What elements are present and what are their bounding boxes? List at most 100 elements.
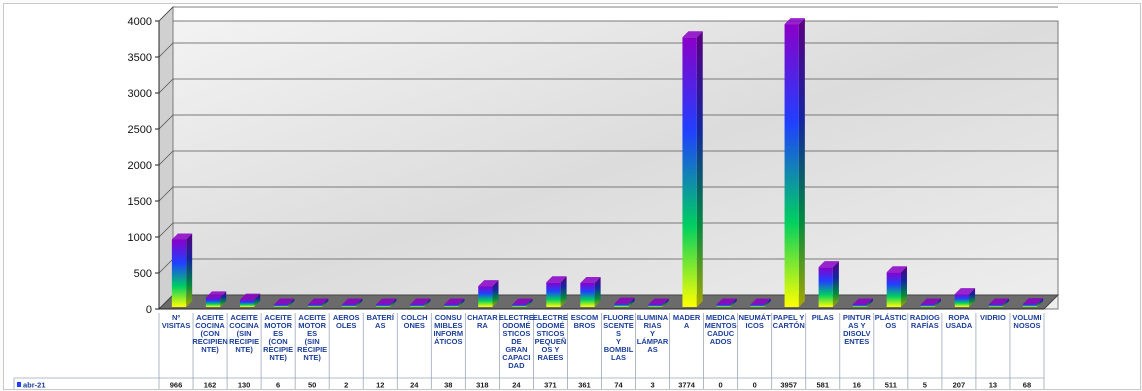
bar-side (935, 298, 942, 307)
bar-top (273, 298, 295, 305)
bar-front (171, 239, 187, 307)
bar (478, 280, 499, 307)
bar-front (410, 304, 425, 307)
bar-front (376, 304, 391, 307)
bar (648, 298, 669, 307)
bar (716, 298, 737, 307)
gridlines (158, 6, 1058, 274)
bar-front (512, 304, 527, 307)
y-tick-label: 1000 (128, 232, 152, 244)
gridline (158, 150, 1058, 166)
value-label: 24 (410, 381, 419, 390)
bar (1022, 298, 1044, 307)
bar-side (1037, 298, 1044, 307)
bar-side (254, 293, 261, 307)
bar (512, 298, 533, 307)
bar-front (784, 24, 799, 307)
y-tick-label: 2000 (128, 160, 152, 172)
back-wall (172, 20, 1059, 310)
bar (239, 293, 261, 307)
bar-side (730, 298, 737, 307)
bar-front (273, 304, 289, 307)
bar-front (580, 283, 595, 307)
y-tick-label: 0 (146, 304, 152, 316)
bar-side (322, 298, 329, 307)
bar (886, 266, 907, 307)
value-label: 0 (753, 381, 757, 390)
category-label: ACEITE MOTOR ES (CON RECIPIE NTE) (263, 313, 293, 362)
value-label: 50 (308, 381, 316, 390)
category-label: PLÁSTIC OS (875, 313, 908, 330)
bar-front (954, 294, 970, 307)
bar (988, 298, 1010, 307)
bar-top (614, 297, 635, 304)
bar (954, 288, 976, 307)
category-label: AEROS OLES (333, 313, 360, 330)
y-axis: 0 500 1000 1500 2000 2500 3000 3500 4000 (128, 16, 160, 316)
bar-front (478, 286, 493, 307)
bar (750, 298, 771, 307)
value-label: 3 (650, 381, 654, 390)
value-label: 207 (953, 381, 966, 390)
bar-top (818, 261, 839, 268)
value-label: 74 (614, 381, 623, 390)
bar-side (186, 233, 193, 307)
bar-front (614, 303, 629, 307)
category-label: PILAS (812, 313, 834, 322)
bar-top (784, 18, 805, 25)
bar-front (444, 304, 459, 307)
bar (682, 31, 703, 307)
data-table: Nº VISITAS 966 ACEITE COCINA (CON RECIPIEN NTE)… (13, 313, 1045, 390)
bar-top (308, 298, 329, 305)
bar-side (220, 291, 227, 307)
bar (818, 261, 839, 307)
value-label: 3774 (678, 381, 696, 390)
chart-frame: 0 500 1000 1500 2000 2500 3000 3500 4000 Nº VISIT… (3, 3, 1141, 390)
bar-top (410, 298, 431, 305)
category-label: COLCH ONES (401, 313, 428, 330)
category-label: VIDRIO (980, 313, 1006, 322)
category-label: ELECTRE ODOMÉ STICOS DE GRAN CAPACI DAD (499, 313, 534, 370)
bar-top (920, 298, 942, 305)
bar-side (458, 298, 465, 307)
bar-side (1003, 298, 1010, 307)
bar-side (390, 298, 397, 307)
value-label: 511 (885, 381, 897, 390)
bar-side (628, 297, 635, 307)
bar (580, 277, 601, 307)
category-label: PINTUR AS Y DISOLV ENTES (843, 313, 872, 346)
y-tick-label: 2500 (128, 124, 152, 136)
value-label: 581 (816, 381, 829, 390)
bar-front (1022, 304, 1038, 307)
category-label: ACEITE MOTOR ES (SIN RECIPIE NTE) (297, 313, 327, 362)
value-label: 966 (170, 381, 183, 390)
value-label: 68 (1023, 381, 1031, 390)
bar-top (716, 298, 737, 305)
value-label: 5 (923, 381, 927, 390)
table-row-label: abr-21 (23, 381, 46, 390)
gridline (158, 114, 1058, 130)
bar-side (560, 276, 567, 307)
value-label: 130 (238, 381, 251, 390)
category-label: ELECTRE ODOMÉ STICOS PEQUEÑ OS Y RAEES (533, 313, 568, 362)
value-label: 371 (544, 381, 557, 390)
category-label: MEDICA MENTOS CADUC ADOS (705, 313, 737, 346)
value-label: 6 (276, 381, 280, 390)
category-label: ACEITE COCINA (SIN RECIPIE NTE) (229, 313, 259, 354)
gridline (158, 6, 1058, 22)
category-label: PAPEL Y CARTÓN (773, 313, 805, 330)
category-label: BATERÍ AS (367, 313, 395, 330)
category-label: MADER A (673, 313, 701, 330)
value-label: 3957 (780, 381, 797, 390)
category-label: Nº VISITAS (162, 313, 191, 330)
bar (205, 291, 227, 307)
y-tick-label: 500 (134, 268, 152, 280)
bar-top (682, 31, 703, 38)
bar (171, 233, 193, 307)
bar (546, 276, 567, 307)
bar-top (750, 298, 771, 305)
bar (342, 298, 363, 307)
bar (920, 298, 942, 307)
bar (273, 298, 295, 307)
bar-top (1022, 298, 1044, 305)
